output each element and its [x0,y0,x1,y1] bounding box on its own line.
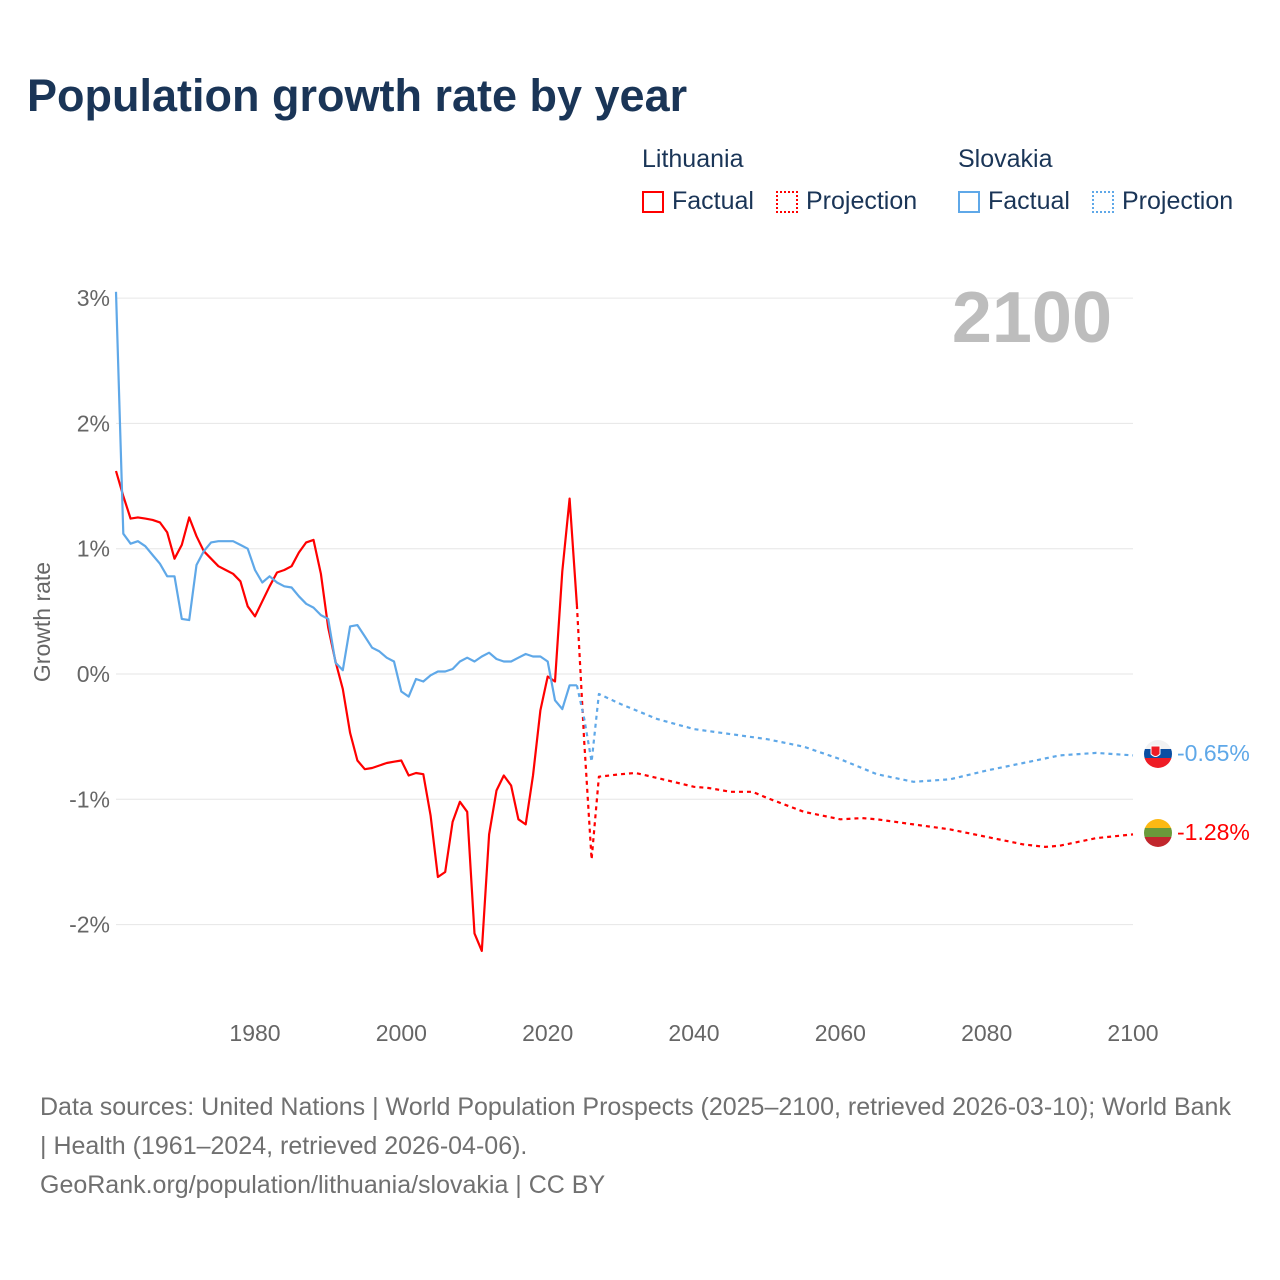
legend-group-slovakia: Slovakia [958,145,1053,173]
x-tick-label: 2080 [961,1020,1012,1046]
y-tick-label: 1% [77,536,110,562]
legend-item-lithuania-factual[interactable]: Factual [642,187,754,216]
source-link[interactable]: GeoRank.org/population/lithuania/slovaki… [40,1171,606,1199]
lithuania-projection-line [575,605,1134,861]
y-tick-label: -1% [69,786,110,812]
legend-group-lithuania: Lithuania [642,145,744,173]
legend-item-slovakia-projection[interactable]: Projection [1092,187,1233,216]
data-sources: Data sources: United Nations | World Pop… [40,1093,1231,1160]
legend-swatch-dotted [776,190,798,213]
legend-item-lithuania-projection[interactable]: Projection [776,187,917,216]
x-tick-label: 2040 [668,1020,719,1046]
legend-label: Factual [672,187,754,215]
slovakia-flag-icon [1144,740,1172,768]
footer: Data sources: United Nations | World Pop… [40,1088,1240,1205]
legend-item-slovakia-factual[interactable]: Factual [958,187,1070,216]
legend-swatch-solid [642,190,664,213]
y-tick-label: 2% [77,410,110,436]
x-tick-label: 1980 [229,1020,280,1046]
y-tick-label: 3% [77,285,110,311]
slovakia-projection-line [575,685,1134,783]
lithuania-factual-line [114,470,578,952]
lithuania-end-label: -1.28% [1177,819,1250,845]
legend-label: Factual [988,187,1070,215]
lithuania-flag-icon [1144,819,1172,847]
x-tick-label: 2100 [1107,1020,1158,1046]
legend-label: Projection [806,187,918,215]
y-axis-label: Growth rate [29,562,55,682]
x-tick-label: 2060 [815,1020,866,1046]
year-indicator: 2100 [952,278,1112,358]
y-tick-label: 0% [77,661,110,687]
y-tick-label: -2% [69,912,110,938]
legend-swatch-dotted [1092,190,1114,213]
chart-title: Population growth rate by year [27,70,688,121]
slovakia-factual-line [114,291,577,711]
slovakia-end-label: -0.65% [1177,740,1250,766]
x-tick-label: 2020 [522,1020,573,1046]
x-tick-label: 2000 [376,1020,427,1046]
legend-label: Projection [1122,187,1234,215]
legend-swatch-solid [958,190,980,213]
